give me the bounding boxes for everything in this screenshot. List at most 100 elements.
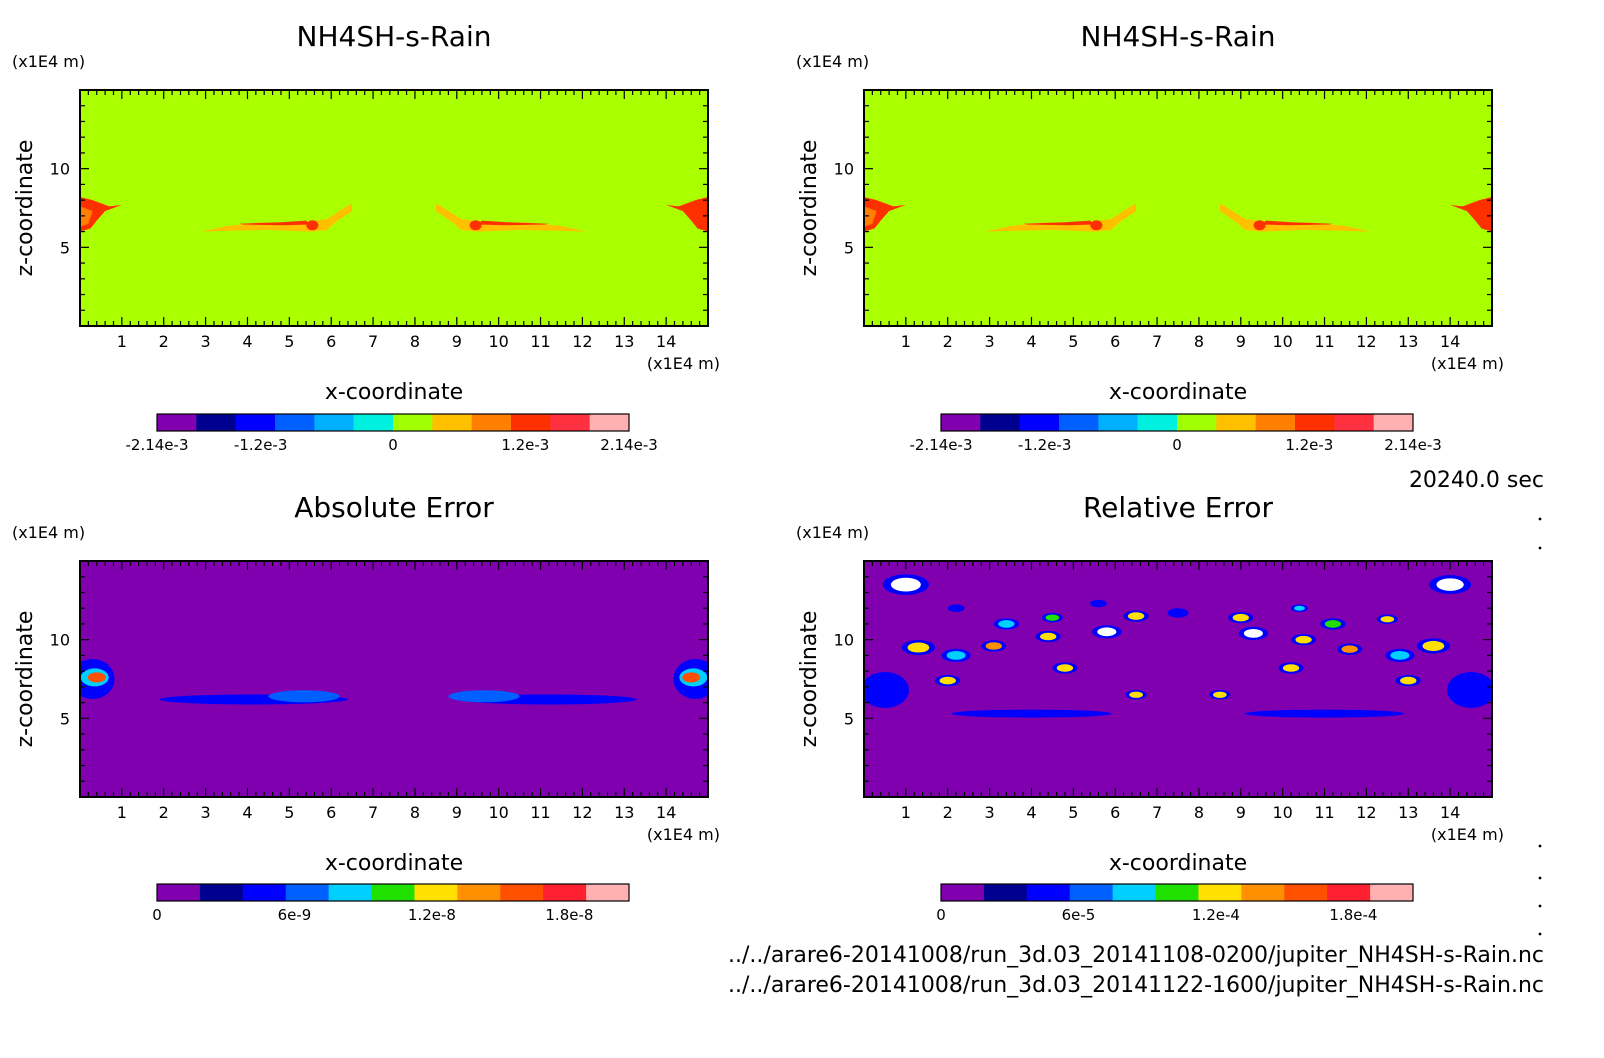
colorbar-frame (156, 413, 630, 432)
feature-left-streak-core (239, 220, 311, 226)
plot-frame (79, 89, 709, 327)
rel-spot (1295, 635, 1312, 644)
colorbar-segment (353, 414, 394, 431)
marker-dot (1538, 876, 1542, 880)
feature-left-edge (80, 197, 122, 232)
x-tick-label: 4 (1026, 332, 1036, 351)
x-tick-label: 14 (1440, 803, 1460, 822)
y-tick-label: 10 (50, 631, 70, 650)
feature-right-edge (666, 197, 708, 232)
rel-spot (1127, 612, 1145, 620)
colorbar-segment (432, 414, 473, 431)
colorbar-segment (157, 884, 201, 901)
x-unit-label: (x1E4 m) (1431, 825, 1504, 844)
colorbar-segment (1370, 884, 1414, 901)
x-tick-label: 5 (1068, 332, 1078, 351)
x-tick-label: 14 (656, 332, 676, 351)
rel-spot (1213, 691, 1227, 698)
x-tick-label: 14 (656, 803, 676, 822)
x-tick-label: 8 (1194, 803, 1204, 822)
rel-spot (1056, 664, 1074, 672)
colorbar-tick-label: 1.8e-4 (1329, 906, 1377, 924)
x-tick-label: 2 (159, 803, 169, 822)
y-tick-label: 10 (834, 631, 854, 650)
rel-spot (1093, 600, 1104, 606)
x-tick-label: 1 (901, 803, 911, 822)
plot-area (80, 561, 708, 797)
colorbar-segment (1177, 414, 1217, 431)
colorbar-segment (511, 414, 551, 431)
colorbar-segment (371, 884, 415, 901)
colorbar-segment (1216, 414, 1257, 431)
colorbar-segment (1069, 884, 1114, 901)
rel-spot (907, 642, 930, 653)
colorbar-tick-label: 6e-9 (278, 906, 312, 924)
x-tick-label: 4 (242, 803, 252, 822)
x-tick-label: 10 (488, 803, 508, 822)
x-tick-label: 5 (284, 332, 294, 351)
colorbar-segment (328, 884, 373, 901)
plot-features (80, 659, 708, 705)
x-tick-label: 12 (572, 332, 592, 351)
rel-spot (1380, 616, 1395, 623)
x-tick-label: 11 (530, 332, 550, 351)
x-unit-label: (x1E4 m) (647, 354, 720, 373)
x-tick-label: 11 (1314, 803, 1334, 822)
colorbar-segment (275, 414, 315, 431)
chart-title: NH4SH-s-Rain (297, 20, 492, 53)
colorbar-segment (1112, 884, 1157, 901)
rel-spot (1422, 640, 1445, 651)
colorbar-segment (980, 414, 1021, 431)
x-tick-label: 8 (410, 803, 420, 822)
colorbar-tick-label: 6e-5 (1062, 906, 1096, 924)
colorbar-segment (1284, 884, 1328, 901)
x-tick-label: 13 (1398, 803, 1418, 822)
marker-dot (1538, 546, 1542, 550)
colorbar-segment (1026, 884, 1071, 901)
colorbar-segment (285, 884, 330, 901)
x-unit-label: (x1E4 m) (1431, 354, 1504, 373)
colorbar-tick-label: 0 (152, 906, 162, 924)
rel-spot (998, 620, 1015, 628)
colorbar-tick-label: 1.2e-3 (1285, 436, 1333, 454)
y-axis-label: z-coordinate (13, 140, 38, 277)
y-axis-label: z-coordinate (797, 140, 822, 277)
time-label: 20240.0 sec (1409, 468, 1544, 493)
rel-spot (1293, 605, 1305, 611)
x-tick-label: 4 (242, 332, 252, 351)
x-tick-label: 1 (901, 332, 911, 351)
x-tick-label: 5 (1068, 803, 1078, 822)
colorbar-frame (156, 883, 630, 902)
y-unit-label: (x1E4 m) (12, 52, 85, 71)
rel-spot (1232, 613, 1249, 622)
rel-spot (1282, 664, 1300, 672)
x-axis-label: x-coordinate (1109, 851, 1247, 876)
colorbar-tick-label: 1.2e-8 (408, 906, 456, 924)
plot-frame (863, 89, 1493, 327)
x-tick-label: 6 (1110, 803, 1120, 822)
colorbar-tick-label: 1.2e-4 (1192, 906, 1240, 924)
rel-spot (939, 676, 956, 685)
colorbar-segment (586, 884, 630, 901)
rel-right-streak (1244, 709, 1405, 718)
x-tick-label: 13 (1398, 332, 1418, 351)
rel-spot (1040, 632, 1057, 641)
colorbar-tick-label: 2.14e-3 (600, 436, 658, 454)
colorbar-segment (196, 414, 237, 431)
x-tick-label: 7 (1152, 803, 1162, 822)
colorbar-segment (393, 414, 433, 431)
colorbar-tick-label: -2.14e-3 (910, 436, 973, 454)
x-tick-label: 9 (452, 332, 462, 351)
x-tick-label: 14 (1440, 332, 1460, 351)
chart-title: Relative Error (1083, 491, 1274, 524)
plot-features (864, 197, 1492, 232)
rel-spot (1324, 620, 1342, 628)
y-tick-label: 5 (844, 709, 854, 728)
x-tick-label: 1 (117, 332, 127, 351)
x-tick-label: 2 (159, 332, 169, 351)
colorbar-segment (941, 414, 981, 431)
chart-panel: NH4SH-s-Rain(x1E4 m)1 2 3 4 5 6 7 8 9 10 11 12 13 145… (796, 20, 1504, 454)
y-tick-label: 5 (60, 709, 70, 728)
colorbar-segment (457, 884, 501, 901)
colorbar-segment (500, 884, 544, 901)
